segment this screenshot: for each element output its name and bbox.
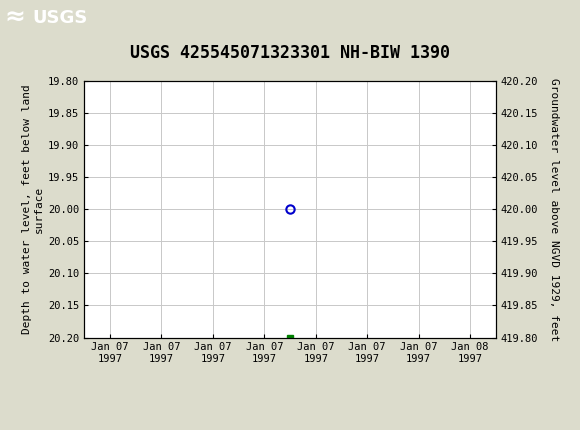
Y-axis label: Depth to water level, feet below land
surface: Depth to water level, feet below land su… — [22, 84, 44, 334]
Y-axis label: Groundwater level above NGVD 1929, feet: Groundwater level above NGVD 1929, feet — [549, 77, 559, 341]
Text: USGS 425545071323301 NH-BIW 1390: USGS 425545071323301 NH-BIW 1390 — [130, 44, 450, 62]
Text: USGS: USGS — [32, 9, 87, 27]
Text: ≈: ≈ — [5, 6, 26, 30]
Legend: Period of approved data: Period of approved data — [195, 427, 385, 430]
